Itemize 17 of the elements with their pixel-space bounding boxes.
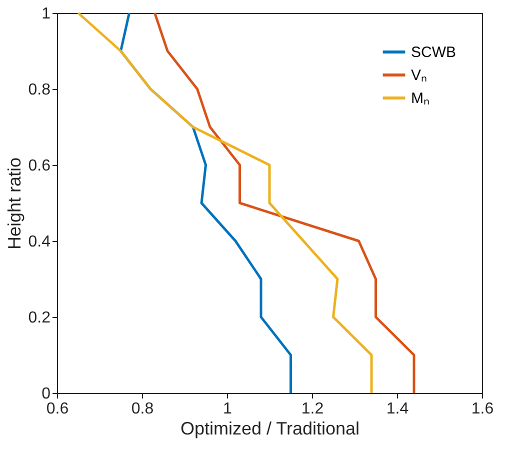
x-tick-label: 0.8 xyxy=(131,400,154,418)
y-tick-label: 0.4 xyxy=(28,234,51,250)
x-axis-title: Optimized / Traditional xyxy=(180,418,360,438)
y-tick-label: 1 xyxy=(42,6,51,22)
x-tick-label: 1 xyxy=(223,400,232,418)
y-tick-label: 0.2 xyxy=(28,310,51,326)
y-tick-label: 0.6 xyxy=(28,158,51,174)
x-tick-label: 1.4 xyxy=(386,400,409,418)
y-axis-title: Height ratio xyxy=(4,157,24,250)
y-tick-label: 0 xyxy=(42,386,51,402)
y-tick-label: 0.8 xyxy=(28,82,51,98)
line-series xyxy=(77,12,373,394)
legend-label: Mₙ xyxy=(411,90,430,107)
x-tick-label: 1.2 xyxy=(301,400,324,418)
legend-label: Vₙ xyxy=(411,67,428,84)
x-tick-label: 1.6 xyxy=(471,400,494,418)
legend-label: SCWB xyxy=(411,44,456,61)
